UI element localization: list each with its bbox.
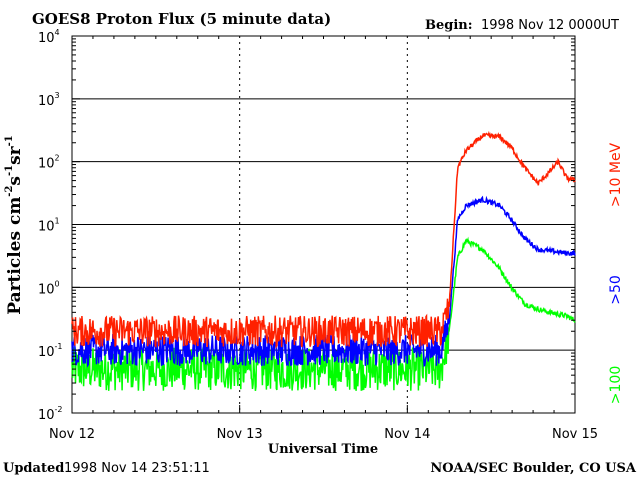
x-tick-label: Nov 12 [49, 427, 95, 442]
y-axis-ticks: 10-2 10-1 100 101 102 103 104 [38, 28, 575, 423]
y-tick-label: 104 [38, 28, 60, 46]
y-axis-label-sup3: -1 [4, 135, 15, 146]
legend-label: >10 MeV [608, 142, 624, 207]
series-line [71, 195, 576, 368]
y-axis-label-mid1: s [5, 176, 25, 186]
x-tick-label: Nov 13 [217, 427, 263, 442]
svg-text:Particles cm-2s-1sr-1: Particles cm-2s-1sr-1 [4, 135, 25, 315]
series-layer [71, 130, 576, 392]
legend-item: >50 [608, 275, 624, 305]
begin-value: 1998 Nov 12 0000UT [481, 18, 619, 33]
y-tick-label: 103 [38, 91, 60, 109]
legend-item: >100 [608, 366, 624, 404]
y-axis-label: Particles cm-2s-1sr-1 [4, 135, 25, 315]
y-tick-label: 100 [38, 279, 60, 297]
legend: >10 MeV >50 >100 [608, 142, 624, 404]
y-tick-label: 101 [38, 217, 60, 235]
updated-label: Updated [3, 461, 64, 476]
y-tick-label: 102 [38, 154, 60, 172]
legend-item: >10 MeV [608, 142, 624, 207]
series-line [71, 130, 576, 350]
y-tick-label: 10-1 [38, 342, 63, 360]
y-axis-label-sup2: -1 [4, 165, 15, 176]
x-axis-label: Universal Time [268, 442, 378, 457]
x-tick-label: Nov 14 [384, 427, 430, 442]
y-axis-label-text: Particles cm [5, 197, 25, 315]
chart-title: GOES8 Proton Flux (5 minute data) [32, 10, 331, 28]
updated-value: 1998 Nov 14 23:51:11 [64, 461, 210, 476]
x-tick-label: Nov 15 [552, 427, 598, 442]
y-axis-label-sup1: -2 [4, 186, 15, 197]
begin-label: Begin: [425, 18, 473, 33]
x-axis-ticks: Nov 12 Nov 13 Nov 14 Nov 15 [49, 36, 598, 442]
legend-label: >50 [608, 275, 624, 305]
credit-text: NOAA/SEC Boulder, CO USA [430, 461, 637, 476]
y-axis-label-mid2: sr [5, 145, 25, 165]
legend-label: >100 [608, 366, 624, 404]
y-tick-label: 10-2 [38, 405, 63, 423]
